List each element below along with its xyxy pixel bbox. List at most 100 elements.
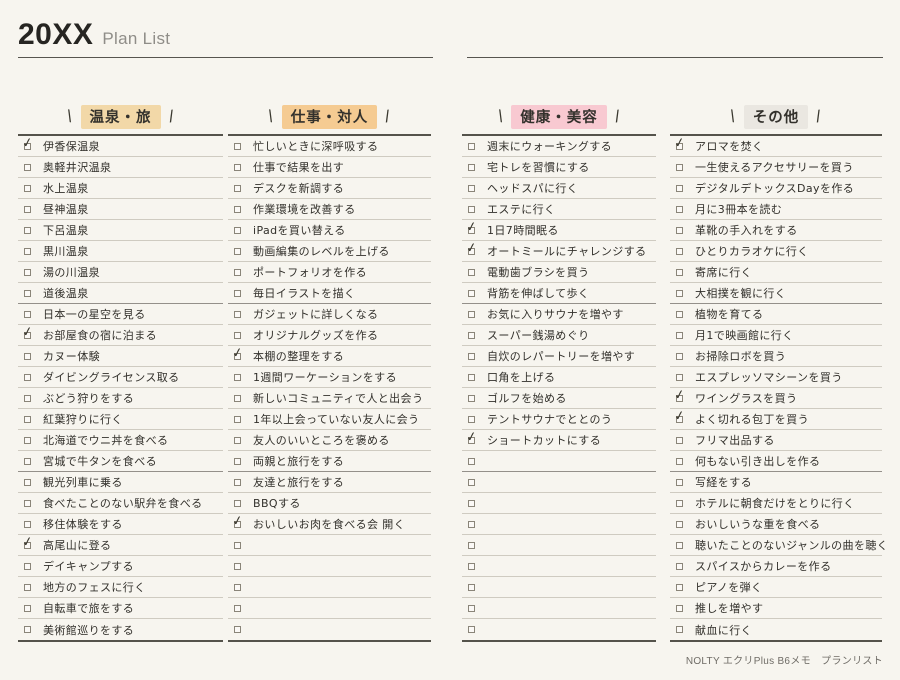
checkbox[interactable] bbox=[676, 373, 683, 381]
list-row: お掃除ロボを買う bbox=[670, 346, 882, 367]
checkbox[interactable] bbox=[24, 394, 31, 402]
checkbox[interactable] bbox=[234, 373, 241, 381]
checkbox[interactable] bbox=[676, 247, 683, 255]
checkbox[interactable] bbox=[468, 247, 475, 255]
checkbox[interactable] bbox=[468, 562, 475, 570]
checkbox[interactable] bbox=[234, 226, 241, 234]
list-item-text: カヌー体験 bbox=[43, 350, 100, 363]
checkbox[interactable] bbox=[234, 457, 241, 465]
checkbox[interactable] bbox=[676, 604, 683, 612]
checkbox[interactable] bbox=[234, 415, 241, 423]
checkbox[interactable] bbox=[24, 626, 31, 633]
checkbox[interactable] bbox=[24, 604, 31, 612]
checkbox[interactable] bbox=[676, 415, 683, 423]
list-row: ひとりカラオケに行く bbox=[670, 241, 882, 262]
checkbox[interactable] bbox=[468, 226, 475, 234]
checkbox[interactable] bbox=[468, 520, 475, 528]
checkbox[interactable] bbox=[676, 310, 683, 318]
checkbox[interactable] bbox=[234, 163, 241, 171]
checkbox[interactable] bbox=[468, 604, 475, 612]
checkbox[interactable] bbox=[676, 626, 683, 633]
checkbox[interactable] bbox=[24, 184, 31, 192]
checkbox[interactable] bbox=[24, 373, 31, 381]
checkbox[interactable] bbox=[676, 163, 683, 171]
checkbox[interactable] bbox=[676, 499, 683, 507]
checkbox[interactable] bbox=[24, 268, 31, 276]
checkbox[interactable] bbox=[468, 268, 475, 276]
checkbox[interactable] bbox=[676, 562, 683, 570]
checkbox[interactable] bbox=[676, 352, 683, 360]
checkbox[interactable] bbox=[468, 478, 475, 486]
checkbox[interactable] bbox=[234, 205, 241, 213]
checkbox[interactable] bbox=[234, 394, 241, 402]
checkbox[interactable] bbox=[234, 604, 241, 612]
checkbox[interactable] bbox=[234, 520, 241, 528]
checkbox[interactable] bbox=[676, 205, 683, 213]
checkbox[interactable] bbox=[468, 184, 475, 192]
checkbox[interactable] bbox=[468, 457, 475, 465]
checkbox[interactable] bbox=[24, 289, 31, 297]
checkbox[interactable] bbox=[676, 331, 683, 339]
checkbox[interactable] bbox=[234, 289, 241, 297]
checkbox[interactable] bbox=[676, 394, 683, 402]
checkbox[interactable] bbox=[24, 520, 31, 528]
checkbox[interactable] bbox=[468, 541, 475, 549]
checkbox[interactable] bbox=[24, 415, 31, 423]
checkbox[interactable] bbox=[676, 184, 683, 192]
checkbox[interactable] bbox=[234, 184, 241, 192]
checkbox[interactable] bbox=[676, 226, 683, 234]
checkbox[interactable] bbox=[24, 352, 31, 360]
list-row bbox=[462, 472, 656, 493]
checkbox[interactable] bbox=[24, 163, 31, 171]
checkbox[interactable] bbox=[468, 583, 475, 591]
checkbox[interactable] bbox=[24, 457, 31, 465]
checkbox[interactable] bbox=[234, 541, 241, 549]
checkbox[interactable] bbox=[468, 289, 475, 297]
checkbox[interactable] bbox=[676, 436, 683, 444]
checkbox[interactable] bbox=[24, 331, 31, 339]
checkbox[interactable] bbox=[234, 310, 241, 318]
checkbox[interactable] bbox=[24, 541, 31, 549]
checkbox[interactable] bbox=[234, 562, 241, 570]
checkbox[interactable] bbox=[676, 478, 683, 486]
checkbox[interactable] bbox=[234, 142, 241, 150]
checkbox[interactable] bbox=[468, 373, 475, 381]
checkbox[interactable] bbox=[468, 499, 475, 507]
checkbox[interactable] bbox=[24, 226, 31, 234]
checkbox[interactable] bbox=[24, 562, 31, 570]
checkbox[interactable] bbox=[24, 499, 31, 507]
checkbox[interactable] bbox=[234, 583, 241, 591]
checkbox[interactable] bbox=[676, 268, 683, 276]
checkbox[interactable] bbox=[676, 289, 683, 297]
checkbox[interactable] bbox=[676, 541, 683, 549]
checkbox[interactable] bbox=[234, 331, 241, 339]
checkbox[interactable] bbox=[24, 247, 31, 255]
checkbox[interactable] bbox=[468, 310, 475, 318]
checkbox[interactable] bbox=[676, 142, 683, 150]
checkbox[interactable] bbox=[468, 415, 475, 423]
checkbox[interactable] bbox=[234, 499, 241, 507]
checkbox[interactable] bbox=[468, 626, 475, 633]
checkbox[interactable] bbox=[234, 268, 241, 276]
checkbox[interactable] bbox=[234, 626, 241, 633]
checkbox[interactable] bbox=[234, 478, 241, 486]
checkbox[interactable] bbox=[468, 352, 475, 360]
checkbox[interactable] bbox=[468, 331, 475, 339]
checkbox[interactable] bbox=[24, 310, 31, 318]
checkbox[interactable] bbox=[24, 205, 31, 213]
checkbox[interactable] bbox=[676, 457, 683, 465]
checkbox[interactable] bbox=[468, 436, 475, 444]
checkbox[interactable] bbox=[234, 247, 241, 255]
checkbox[interactable] bbox=[24, 436, 31, 444]
checkbox[interactable] bbox=[24, 478, 31, 486]
checkbox[interactable] bbox=[24, 142, 31, 150]
checkbox[interactable] bbox=[234, 352, 241, 360]
checkbox[interactable] bbox=[24, 583, 31, 591]
checkbox[interactable] bbox=[468, 205, 475, 213]
checkbox[interactable] bbox=[468, 142, 475, 150]
checkbox[interactable] bbox=[234, 436, 241, 444]
checkbox[interactable] bbox=[468, 394, 475, 402]
checkbox[interactable] bbox=[468, 163, 475, 171]
checkbox[interactable] bbox=[676, 583, 683, 591]
checkbox[interactable] bbox=[676, 520, 683, 528]
